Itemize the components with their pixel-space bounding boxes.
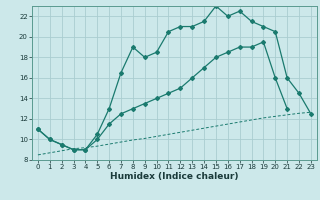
X-axis label: Humidex (Indice chaleur): Humidex (Indice chaleur) (110, 172, 239, 181)
